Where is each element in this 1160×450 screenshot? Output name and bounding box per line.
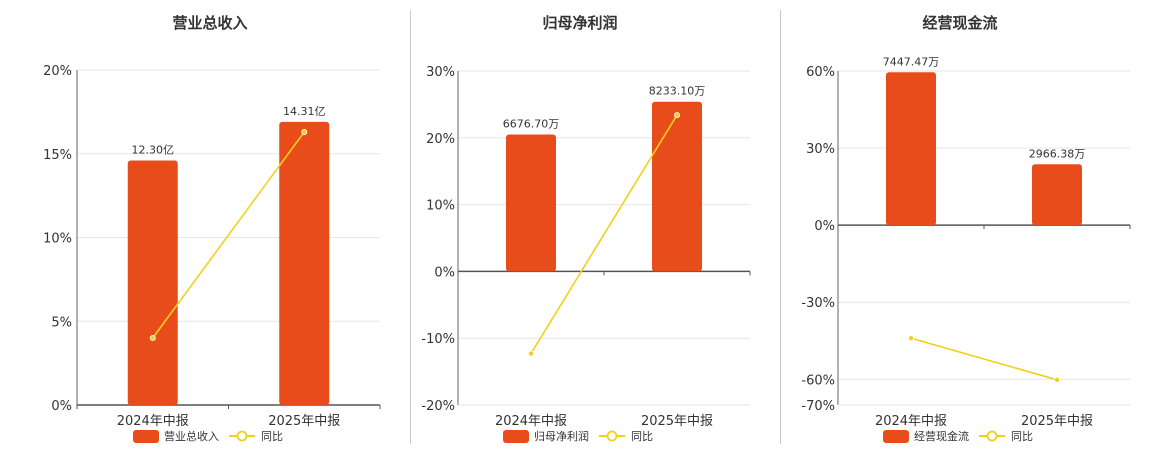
y-tick-label: 20% xyxy=(426,132,455,147)
y-tick-label: 0% xyxy=(814,219,835,234)
cash-flow-chart: 经营现金流 -70% -60% -30% 0% 30% 60% 7447.47万 2966.3… xyxy=(801,14,1131,443)
net-profit-chart: 归母净利润 -20% -10% 0% 10% 20% 30% 6676.70万 8233.10… xyxy=(421,14,751,443)
y-tick-label: 5% xyxy=(51,315,72,330)
x-tick-label: 2024年中报 xyxy=(117,414,189,429)
y-tick-label: -60% xyxy=(801,373,835,388)
x-tick-label: 2025年中报 xyxy=(1021,414,1093,429)
yoy-point xyxy=(301,128,308,135)
bar xyxy=(279,121,330,406)
yoy-point xyxy=(1053,376,1060,383)
revenue-chart: 营业总收入 0% 5% 10% 15% 20% 12.30亿 14.31亿 2024年中报 20… xyxy=(43,14,381,443)
yoy-line xyxy=(152,131,305,339)
legend-line-label: 同比 xyxy=(1011,430,1033,443)
legend-line-marker xyxy=(236,430,248,442)
y-tick-label: 0% xyxy=(434,265,455,280)
legend-bar-label: 经营现金流 xyxy=(914,429,969,443)
legend-line-label: 同比 xyxy=(631,430,653,443)
legend-line-marker xyxy=(606,430,618,442)
cash-flow-chart-panel: 经营现金流 -70% -60% -30% 0% 30% 60% 7447.47万 2966.3… xyxy=(780,0,1160,450)
x-tick-label: 2025年中报 xyxy=(268,414,340,429)
yoy-line xyxy=(530,114,678,354)
x-tick-label: 2024年中报 xyxy=(875,414,947,429)
chart-title: 归母净利润 xyxy=(542,14,617,32)
chart-title: 营业总收入 xyxy=(172,14,247,32)
bar-data-label: 12.30亿 xyxy=(132,143,175,156)
panel-divider xyxy=(780,10,781,444)
panel-divider xyxy=(410,10,411,444)
legend-bar-swatch xyxy=(883,430,909,443)
bar-data-label: 8233.10万 xyxy=(649,85,706,98)
net-profit-chart-panel: 归母净利润 -20% -10% 0% 10% 20% 30% 6676.70万 8233.10… xyxy=(410,0,780,450)
x-tick-label: 2025年中报 xyxy=(641,414,713,429)
y-tick-label: -20% xyxy=(421,399,455,414)
y-tick-label: 30% xyxy=(426,65,455,80)
bar xyxy=(1032,164,1082,226)
y-tick-label: 20% xyxy=(43,64,72,79)
y-tick-label: 0% xyxy=(51,399,72,414)
y-tick-label: -70% xyxy=(801,399,835,414)
bar-data-label: 7447.47万 xyxy=(883,55,940,68)
bar-data-label: 2966.38万 xyxy=(1029,147,1086,160)
legend-bar-swatch xyxy=(503,430,529,443)
yoy-point xyxy=(907,335,914,342)
y-tick-label: 30% xyxy=(806,142,835,157)
bar xyxy=(506,134,556,272)
y-tick-label: 15% xyxy=(43,148,72,163)
y-tick-label: -10% xyxy=(421,332,455,347)
bar-data-label: 6676.70万 xyxy=(503,117,560,130)
bar xyxy=(127,160,178,405)
bar-data-label: 14.31亿 xyxy=(283,105,326,118)
yoy-point xyxy=(528,350,535,357)
yoy-point xyxy=(149,334,156,341)
bar xyxy=(652,101,702,272)
legend-bar-label: 归母净利润 xyxy=(534,429,589,443)
legend-bar-swatch xyxy=(133,430,159,443)
chart-title: 经营现金流 xyxy=(922,14,997,32)
y-tick-label: 60% xyxy=(806,65,835,80)
legend-line-label: 同比 xyxy=(261,430,283,443)
yoy-point xyxy=(673,112,680,119)
revenue-chart-panel: 营业总收入 0% 5% 10% 15% 20% 12.30亿 14.31亿 2024年中报 20… xyxy=(0,0,410,450)
legend-bar-label: 营业总收入 xyxy=(164,429,219,443)
x-tick-label: 2024年中报 xyxy=(495,414,567,429)
y-tick-label: 10% xyxy=(43,232,72,247)
legend-line-marker xyxy=(986,430,998,442)
y-tick-label: 10% xyxy=(426,199,455,214)
yoy-line xyxy=(910,337,1058,381)
y-tick-label: -30% xyxy=(801,296,835,311)
bar xyxy=(886,72,936,226)
